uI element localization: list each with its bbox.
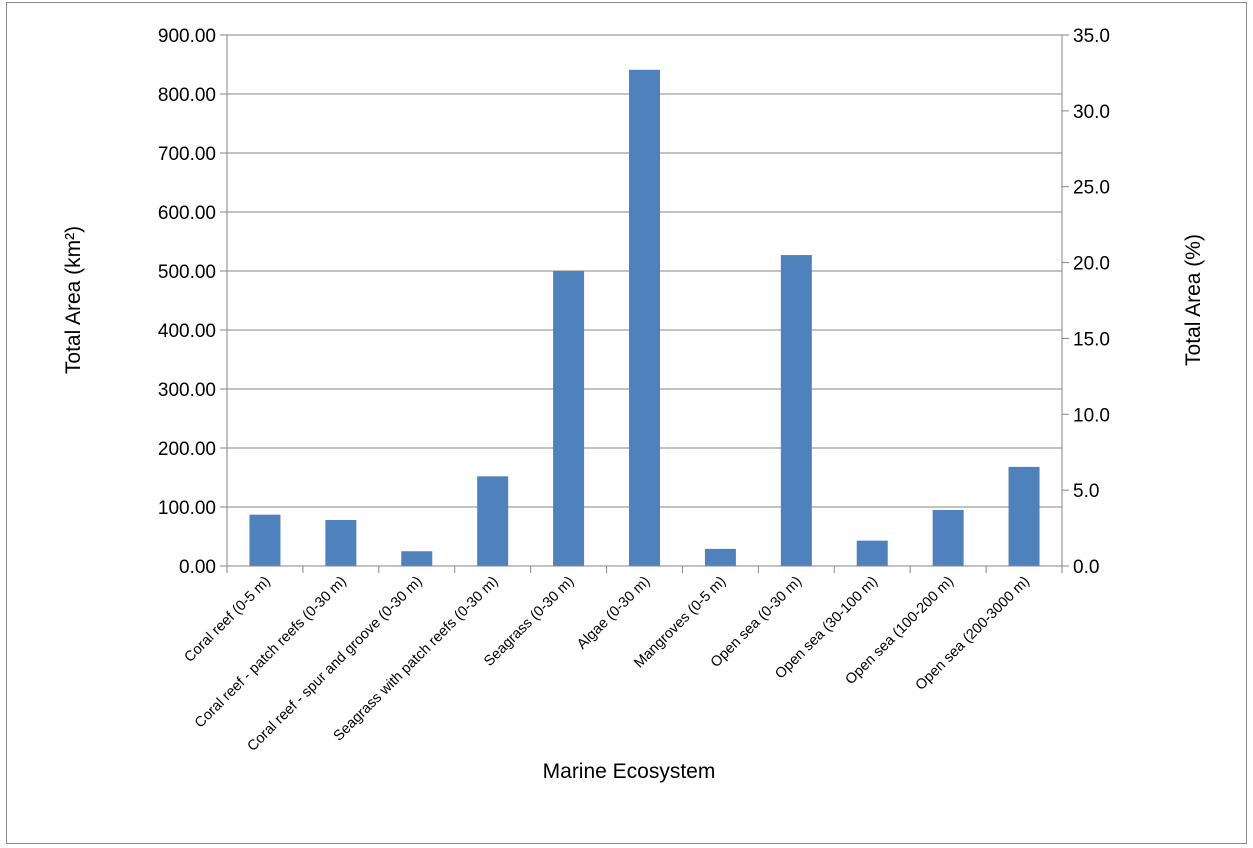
y-axis-ticks: 0.00 100.00 200.00 300.00 400.00 500.00 600.00… <box>158 26 227 578</box>
bar <box>704 548 736 566</box>
x-tick-label: Seagrass with patch reefs (0-30 m) <box>331 574 502 745</box>
y-tick-label: 100.00 <box>158 498 216 519</box>
y2-tick-label: 20.0 <box>1073 254 1110 275</box>
y-tick-label: 0.00 <box>179 557 216 578</box>
y2-tick-label: 15.0 <box>1073 329 1110 350</box>
y-tick-label: 700.00 <box>158 144 216 165</box>
bars <box>249 69 1040 566</box>
bar <box>1008 466 1040 566</box>
y-tick-label: 300.00 <box>158 380 216 401</box>
axes <box>226 35 1063 567</box>
x-axis-title: Marine Ecosystem <box>543 760 716 783</box>
y-tick-label: 900.00 <box>158 26 216 47</box>
y-axis-title: Total Area (km²) <box>62 226 85 374</box>
bar <box>553 271 585 566</box>
y2-tick-label: 30.0 <box>1073 102 1110 123</box>
y2-tick-label: 35.0 <box>1073 26 1110 47</box>
chart-frame <box>6 2 1247 844</box>
y-tick-label: 400.00 <box>158 321 216 342</box>
y2-tick-label: 25.0 <box>1073 178 1110 199</box>
y2-tick-label: 10.0 <box>1073 405 1110 426</box>
bar <box>249 514 281 566</box>
y-tick-label: 600.00 <box>158 203 216 224</box>
bar <box>629 69 660 566</box>
y2-tick-label: 5.0 <box>1073 481 1099 502</box>
bar <box>780 255 812 566</box>
y-tick-label: 200.00 <box>158 439 216 460</box>
y2-axis-title: Total Area (%) <box>1182 234 1205 366</box>
bar <box>401 551 433 566</box>
bar <box>325 519 357 566</box>
y-tick-label: 800.00 <box>158 85 216 106</box>
y2-tick-label: 0.0 <box>1073 557 1099 578</box>
bar <box>477 476 509 566</box>
x-axis-ticks: Coral reef (0-5 m)Coral reef - patch ree… <box>182 566 1063 755</box>
x-tick-label: Coral reef - patch reefs (0-30 m) <box>192 574 350 732</box>
bar <box>932 509 964 566</box>
y-tick-label: 500.00 <box>158 262 216 283</box>
y2-axis-ticks: 0.0 5.0 10.0 15.0 20.0 25.0 30.0 35.0 <box>1062 26 1110 578</box>
x-tick-label: Algae (0-30 m) <box>574 574 653 653</box>
bar <box>856 540 888 566</box>
